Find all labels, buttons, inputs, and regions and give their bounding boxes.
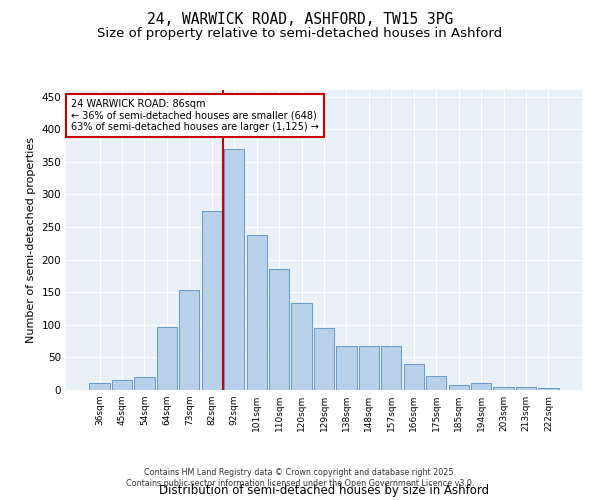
Bar	[426, 376, 446, 390]
X-axis label: Distribution of semi-detached houses by size in Ashford: Distribution of semi-detached houses by …	[159, 484, 489, 497]
Bar	[359, 346, 379, 390]
Text: 24 WARWICK ROAD: 86sqm
← 36% of semi-detached houses are smaller (648)
63% of se: 24 WARWICK ROAD: 86sqm ← 36% of semi-det…	[71, 99, 319, 132]
Bar	[516, 388, 536, 390]
Bar	[314, 328, 334, 390]
Bar	[337, 346, 356, 390]
Bar	[538, 388, 559, 390]
Text: Contains HM Land Registry data © Crown copyright and database right 2025.
Contai: Contains HM Land Registry data © Crown c…	[126, 468, 474, 487]
Bar	[134, 377, 155, 390]
Bar	[471, 384, 491, 390]
Text: 24, WARWICK ROAD, ASHFORD, TW15 3PG: 24, WARWICK ROAD, ASHFORD, TW15 3PG	[147, 12, 453, 28]
Bar	[112, 380, 132, 390]
Bar	[89, 384, 110, 390]
Bar	[224, 148, 244, 390]
Bar	[179, 290, 199, 390]
Bar	[449, 385, 469, 390]
Bar	[493, 386, 514, 390]
Bar	[269, 270, 289, 390]
Bar	[202, 210, 222, 390]
Y-axis label: Number of semi-detached properties: Number of semi-detached properties	[26, 137, 36, 343]
Bar	[292, 304, 311, 390]
Bar	[404, 364, 424, 390]
Bar	[157, 326, 177, 390]
Bar	[247, 235, 267, 390]
Bar	[381, 346, 401, 390]
Text: Size of property relative to semi-detached houses in Ashford: Size of property relative to semi-detach…	[97, 28, 503, 40]
